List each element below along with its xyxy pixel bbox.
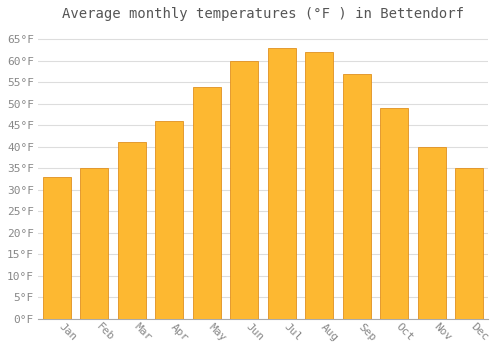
Bar [342,74,370,319]
Bar [455,168,483,319]
Bar [380,108,408,319]
Bar [43,177,71,319]
Bar [80,168,108,319]
Bar [118,142,146,319]
Title: Average monthly temperatures (°F ) in Bettendorf: Average monthly temperatures (°F ) in Be… [62,7,464,21]
Bar [418,147,446,319]
Bar [268,48,296,319]
Bar [192,86,221,319]
Bar [155,121,184,319]
Bar [230,61,258,319]
Bar [305,52,333,319]
